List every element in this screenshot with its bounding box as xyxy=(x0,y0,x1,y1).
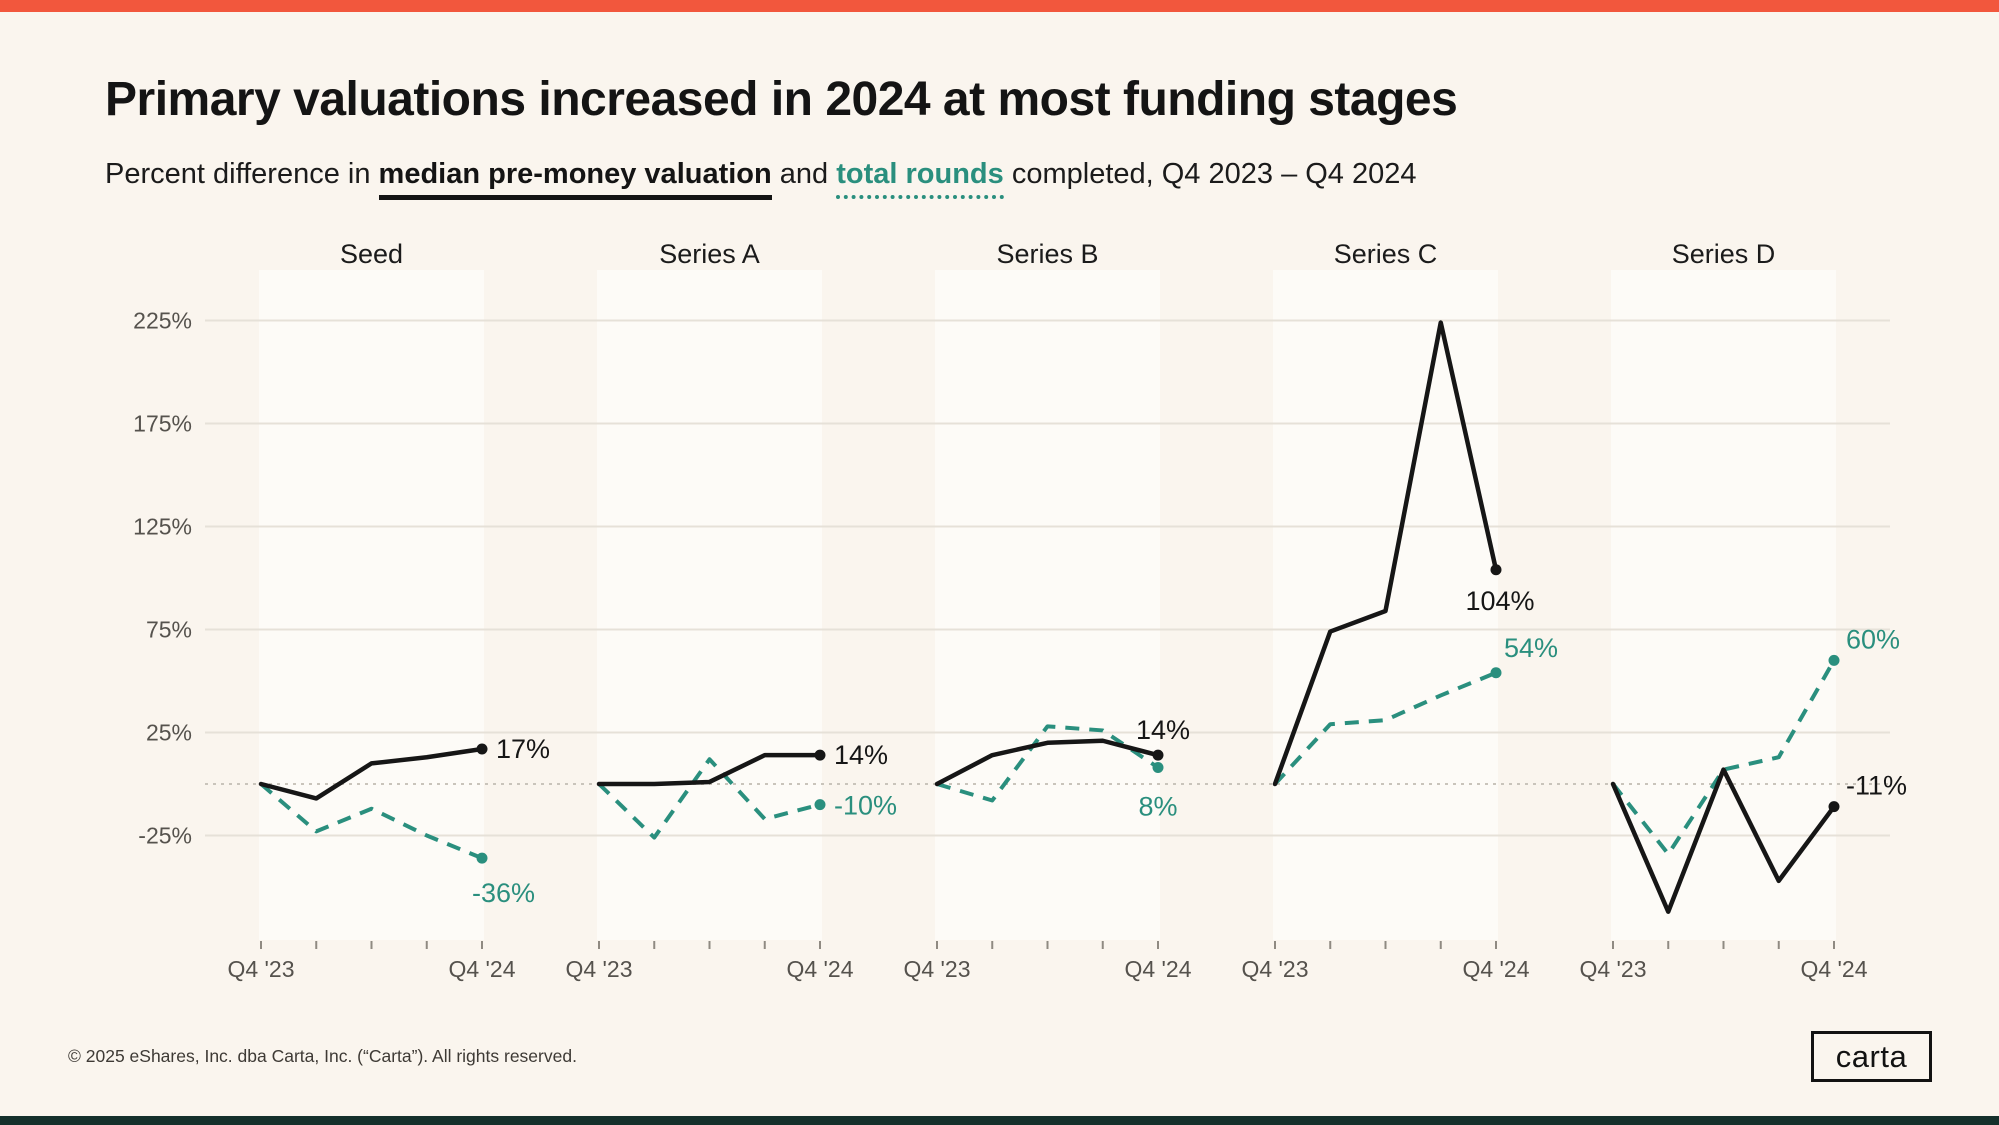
subtitle-prefix: Percent difference in xyxy=(105,158,379,190)
series-end-label: 14% xyxy=(834,740,888,770)
rounds-line xyxy=(597,757,821,840)
end-point-dot xyxy=(814,799,826,811)
x-axis-tick-label: Q4 '23 xyxy=(1579,956,1646,982)
y-axis-tick-label: 175% xyxy=(133,411,192,437)
rounds-line xyxy=(259,782,483,861)
valuation-line xyxy=(1610,767,1837,914)
y-axis-tick-label: 75% xyxy=(146,617,192,643)
top-accent-bar xyxy=(0,0,1999,12)
end-point-dot xyxy=(1490,667,1502,679)
panel-title: Series A xyxy=(659,239,760,269)
legend-valuation-phrase: median pre-money valuation xyxy=(378,158,772,200)
subtitle-suffix: completed, Q4 2023 – Q4 2024 xyxy=(1003,158,1417,190)
page-subtitle: Percent difference in median pre-money v… xyxy=(105,158,1417,200)
x-axis-tick-label: Q4 '24 xyxy=(1462,956,1529,982)
y-axis-tick-label: 225% xyxy=(133,308,192,334)
bottom-accent-bar xyxy=(0,1116,1999,1125)
panel-band xyxy=(1611,270,1836,940)
rounds-line xyxy=(1273,670,1497,786)
carta-logo: carta xyxy=(1811,1031,1932,1082)
panel-title: Series C xyxy=(1334,239,1438,269)
panel-band xyxy=(259,270,484,940)
series-end-label: 60% xyxy=(1846,624,1900,654)
series-end-label: -11% xyxy=(1846,771,1907,801)
legend-rounds-phrase: total rounds xyxy=(836,158,1004,199)
y-axis-tick-label: 125% xyxy=(133,514,192,540)
x-axis-tick-label: Q4 '24 xyxy=(1800,956,1867,982)
x-axis-tick-label: Q4 '23 xyxy=(565,956,632,982)
panel-title: Series D xyxy=(1672,239,1776,269)
end-point-dot xyxy=(476,743,488,755)
end-point-dot xyxy=(1490,564,1502,576)
x-axis-tick-label: Q4 '23 xyxy=(903,956,970,982)
x-axis-tick-label: Q4 '24 xyxy=(1124,956,1191,982)
valuation-line xyxy=(934,738,1161,787)
end-point-dot xyxy=(814,749,826,761)
end-point-dot xyxy=(1152,762,1164,774)
valuation-line xyxy=(596,752,823,787)
end-point-dot xyxy=(1828,801,1840,813)
end-point-dot xyxy=(1152,749,1164,761)
end-point-dot xyxy=(476,852,488,864)
series-end-label: 14% xyxy=(1136,715,1190,745)
panel-title: Series B xyxy=(996,239,1098,269)
panel-title: Seed xyxy=(340,239,403,269)
y-axis-tick-label: 25% xyxy=(146,720,192,746)
panel-band xyxy=(935,270,1160,940)
x-axis-tick-label: Q4 '23 xyxy=(227,956,294,982)
x-axis-tick-label: Q4 '23 xyxy=(1241,956,1308,982)
rounds-line xyxy=(936,724,1160,803)
series-end-label: 17% xyxy=(496,734,550,764)
valuation-line xyxy=(258,746,485,801)
y-axis-tick-label: -25% xyxy=(138,823,192,849)
rounds-line xyxy=(1611,659,1836,857)
valuation-line xyxy=(1272,320,1499,787)
series-end-label: -36% xyxy=(472,878,535,908)
copyright-text: © 2025 eShares, Inc. dba Carta, Inc. (“C… xyxy=(68,1046,577,1066)
end-point-dot xyxy=(1828,654,1840,666)
series-end-label: 8% xyxy=(1138,792,1177,822)
carta-logo-text: carta xyxy=(1835,1038,1908,1074)
x-axis-tick-label: Q4 '24 xyxy=(786,956,853,982)
subtitle-middle: and xyxy=(771,158,837,190)
x-axis-tick-label: Q4 '24 xyxy=(448,956,515,982)
panel-band xyxy=(597,270,822,940)
page-title: Primary valuations increased in 2024 at … xyxy=(105,73,1458,126)
series-end-label: 104% xyxy=(1465,586,1534,616)
series-end-label: 54% xyxy=(1504,633,1558,663)
series-end-label: -10% xyxy=(834,791,897,821)
